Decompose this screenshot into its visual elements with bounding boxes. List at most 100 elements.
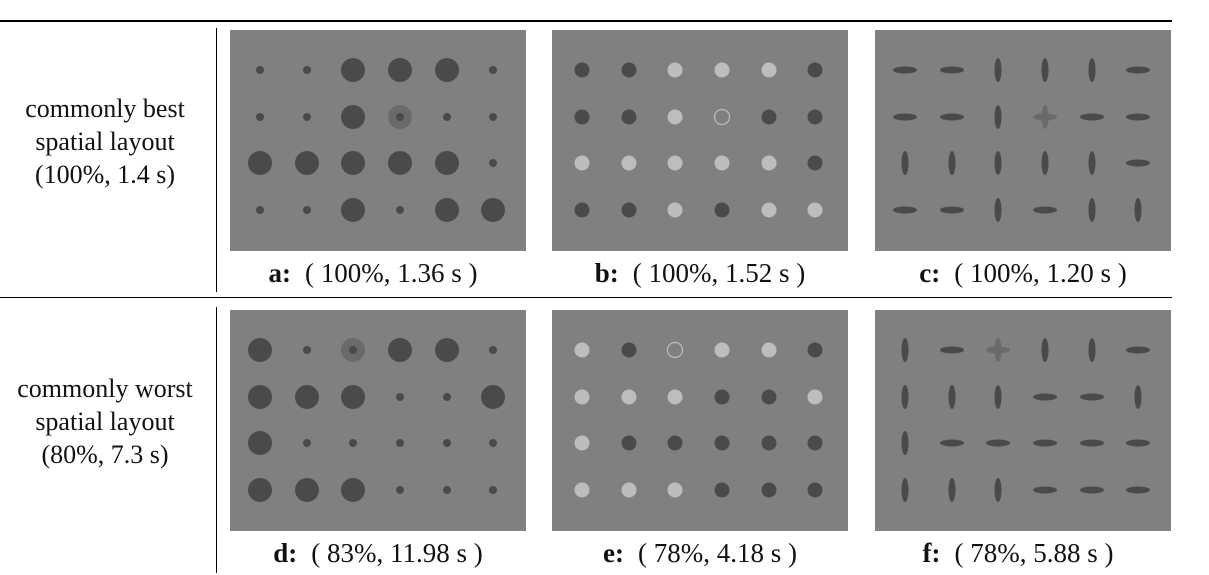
vertical-bar-glyph bbox=[948, 151, 956, 175]
small-disc-glyph bbox=[256, 206, 264, 214]
row-label-line: (80%, 7.3 s) bbox=[41, 440, 169, 469]
caption-c: c: ( 100%, 1.20 s ) bbox=[875, 258, 1171, 289]
light-disc-glyph bbox=[574, 435, 590, 451]
dark-disc-glyph bbox=[621, 109, 637, 125]
large-disc-glyph bbox=[341, 58, 365, 82]
stimulus-grid bbox=[893, 58, 1150, 222]
small-disc-glyph bbox=[303, 439, 311, 447]
dark-disc-glyph bbox=[761, 389, 777, 405]
panel-result: ( 100%, 1.36 s ) bbox=[305, 258, 478, 288]
light-disc-glyph bbox=[667, 389, 683, 405]
horizontal-bar-glyph bbox=[1126, 113, 1150, 121]
dark-disc-glyph bbox=[714, 389, 730, 405]
middle-rule bbox=[0, 297, 1172, 298]
dark-disc-glyph bbox=[761, 482, 777, 498]
large-disc-glyph bbox=[481, 198, 505, 222]
dark-disc-glyph bbox=[761, 435, 777, 451]
dark-disc-glyph bbox=[667, 435, 683, 451]
light-disc-glyph bbox=[574, 389, 590, 405]
target-glyph bbox=[341, 338, 365, 362]
light-disc-glyph bbox=[621, 389, 637, 405]
stimulus-grid bbox=[574, 62, 823, 218]
horizontal-bar-glyph bbox=[1080, 113, 1104, 121]
panel-result: ( 83%, 11.98 s ) bbox=[311, 538, 483, 568]
caption-a: a: ( 100%, 1.36 s ) bbox=[225, 258, 521, 289]
large-disc-glyph bbox=[295, 478, 319, 502]
stimulus-grid bbox=[248, 58, 505, 222]
caption-f: f: ( 78%, 5.88 s ) bbox=[870, 538, 1166, 569]
stimulus-grid bbox=[901, 338, 1150, 502]
light-disc-glyph bbox=[574, 342, 590, 358]
small-disc-glyph bbox=[396, 393, 404, 401]
small-disc-glyph bbox=[256, 66, 264, 74]
vertical-bar-glyph bbox=[1041, 58, 1049, 82]
horizontal-bar-glyph bbox=[940, 346, 964, 354]
large-disc-glyph bbox=[248, 478, 272, 502]
stimulus-panel-a bbox=[230, 30, 526, 251]
small-disc-glyph bbox=[443, 439, 451, 447]
dark-disc-glyph bbox=[574, 109, 590, 125]
vertical-bar-glyph bbox=[994, 385, 1002, 409]
large-disc-glyph bbox=[248, 385, 272, 409]
target-glyph bbox=[1033, 105, 1057, 129]
vertical-bar-glyph bbox=[1088, 198, 1096, 222]
target-glyph bbox=[388, 105, 412, 129]
stimulus-panel-b bbox=[552, 30, 848, 251]
small-disc-glyph bbox=[489, 486, 497, 494]
small-disc-glyph bbox=[489, 113, 497, 121]
vertical-bar-glyph bbox=[1088, 151, 1096, 175]
horizontal-bar-glyph bbox=[940, 113, 964, 121]
large-disc-glyph bbox=[295, 151, 319, 175]
horizontal-bar-glyph bbox=[1126, 439, 1150, 447]
stimulus-panel-c bbox=[875, 30, 1171, 251]
light-disc-glyph bbox=[667, 109, 683, 125]
light-disc-glyph bbox=[667, 62, 683, 78]
dark-disc-glyph bbox=[574, 62, 590, 78]
panel-result: ( 100%, 1.20 s ) bbox=[954, 258, 1127, 288]
vertical-bar-glyph bbox=[901, 338, 909, 362]
target-glyph bbox=[986, 338, 1010, 362]
row-label-best: commonly best spatial layout (100%, 1.4 … bbox=[0, 92, 210, 191]
light-disc-glyph bbox=[807, 202, 823, 218]
panel-letter: e: bbox=[603, 538, 624, 568]
large-disc-glyph bbox=[341, 385, 365, 409]
small-disc-glyph bbox=[489, 439, 497, 447]
horizontal-bar-glyph bbox=[1126, 346, 1150, 354]
stimulus-panel-d bbox=[230, 310, 526, 531]
panel-letter: a: bbox=[268, 258, 292, 288]
small-disc-glyph bbox=[489, 66, 497, 74]
horizontal-bar-glyph bbox=[893, 206, 917, 214]
horizontal-bar-glyph bbox=[940, 206, 964, 214]
light-disc-glyph bbox=[761, 62, 777, 78]
vertical-bar-glyph bbox=[901, 151, 909, 175]
stimulus-grid bbox=[248, 338, 505, 502]
small-disc-glyph bbox=[349, 439, 357, 447]
small-disc-glyph bbox=[489, 346, 497, 354]
row-label-line: spatial layout bbox=[35, 127, 175, 156]
row-label-worst: commonly worst spatial layout (80%, 7.3 … bbox=[0, 372, 210, 471]
dark-disc-glyph bbox=[761, 109, 777, 125]
small-disc-glyph bbox=[303, 346, 311, 354]
row-label-line: spatial layout bbox=[35, 407, 175, 436]
panel-letter: b: bbox=[594, 258, 619, 288]
panel-letter: c: bbox=[919, 258, 941, 288]
dark-disc-glyph bbox=[621, 62, 637, 78]
large-disc-glyph bbox=[248, 338, 272, 362]
vertical-bar-glyph bbox=[1134, 385, 1142, 409]
large-disc-glyph bbox=[341, 105, 365, 129]
panel-letter: d: bbox=[273, 538, 298, 568]
small-disc-glyph bbox=[443, 393, 451, 401]
large-disc-glyph bbox=[295, 385, 319, 409]
row2-separator bbox=[216, 307, 217, 573]
horizontal-bar-glyph bbox=[1126, 66, 1150, 74]
light-disc-glyph bbox=[667, 202, 683, 218]
horizontal-bar-glyph bbox=[1080, 439, 1104, 447]
row1-separator bbox=[216, 28, 217, 292]
large-disc-glyph bbox=[435, 338, 459, 362]
row-label-line: (100%, 1.4 s) bbox=[34, 160, 176, 189]
horizontal-bar-glyph bbox=[1033, 486, 1057, 494]
dark-disc-glyph bbox=[714, 202, 730, 218]
large-disc-glyph bbox=[341, 478, 365, 502]
dark-disc-glyph bbox=[807, 155, 823, 171]
horizontal-bar-glyph bbox=[1033, 439, 1057, 447]
